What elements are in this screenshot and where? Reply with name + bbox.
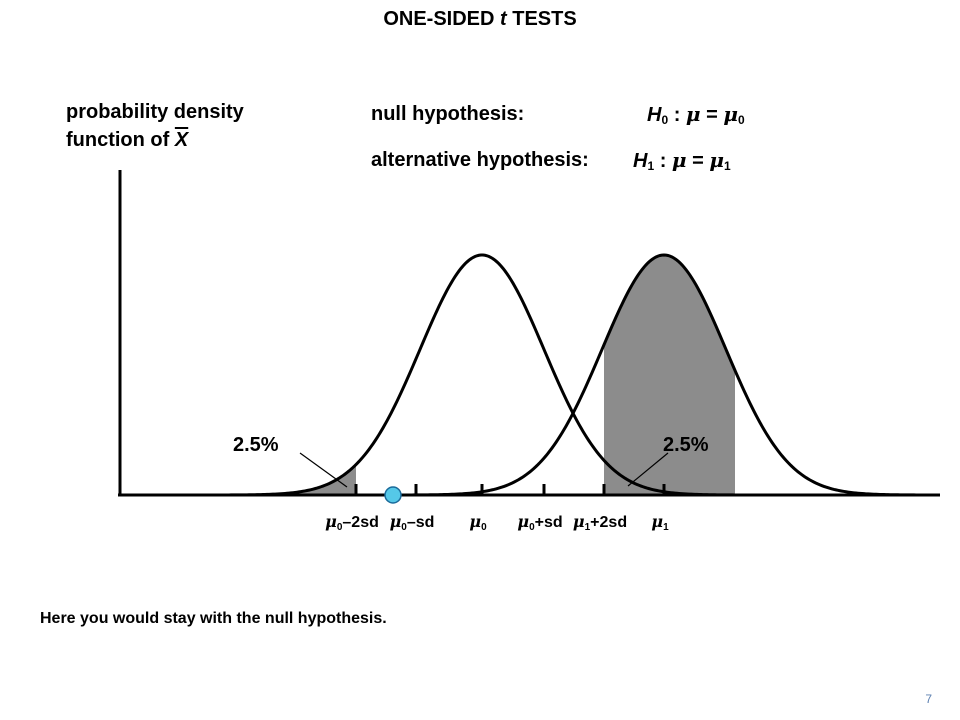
tick-mu-subscript: 1 [663,522,669,533]
slide-title: ONE-SIDED t TESTS [0,8,960,31]
h1-mu: μ [671,148,687,172]
y-axis-label: probability density function of X [66,98,244,154]
x-axis-ticks [354,484,666,496]
tick-offset: –2sd [342,514,379,531]
h1-colon: : [654,150,672,172]
alt-hypothesis-label: alternative hypothesis: [371,149,589,171]
footer-note: Here you would stay with the null hypoth… [40,610,387,627]
tick-label: μ0+sd [517,512,563,533]
title-prefix: ONE-SIDED [383,8,500,30]
tick-mu-subscript: 1 [584,522,591,533]
title-italic-t: t [500,8,507,30]
h1-mu-subscript: 1 [724,159,731,173]
h1-equals: = [686,150,710,172]
tick-mu-symbol: μ [389,512,402,531]
y-axis-label-line2: function of X [66,126,244,154]
h1-symbol: H [633,150,648,172]
h0-mu-value: μ [723,102,738,126]
tick-mu-subscript: 0 [529,522,535,533]
left-tail-percent: 2.5% [233,434,279,456]
page-number: 7 [925,692,932,706]
tick-label: μ0 [469,512,487,533]
tick-label: μ1+2sd [572,512,628,533]
h0-mu-subscript: 0 [738,113,745,127]
tick-label: μ0–sd [389,512,435,533]
x-bar-symbol: X [174,129,189,151]
h0-colon: : [668,104,686,126]
null-distribution-curve [224,253,736,497]
h1-mu-value: μ [709,148,724,172]
tick-mu-symbol: μ [572,512,585,531]
tick-label: μ1 [651,512,669,533]
null-hypothesis-formula: H0 : μ = μ0 [647,100,745,129]
tick-offset: +2sd [590,514,628,531]
y-axis-label-line1: probability density [66,101,244,123]
tick-mu-subscript: 0 [481,522,487,533]
null-hypothesis-label: null hypothesis: [371,103,525,125]
right-tail-shading [604,255,735,495]
tick-offset: +sd [534,514,563,531]
tick-mu-symbol: μ [517,512,530,531]
y-axis-label-prefix: function of [66,129,175,151]
tick-mu-subscript: 0 [401,522,407,533]
h0-mu: μ [685,102,701,126]
alternative-distribution-curve [409,253,920,497]
tick-label: μ0–2sd [325,512,379,533]
right-tail-percent: 2.5% [663,434,709,456]
tick-mu-subscript: 0 [336,522,343,533]
title-suffix: TESTS [506,8,577,30]
alt-hypothesis-formula: H1 : μ = μ1 [633,146,731,175]
tick-mu-symbol: μ [325,512,337,531]
h1-subscript: 1 [647,159,655,173]
tick-mu-symbol: μ [651,512,664,531]
sample-mean-marker [384,486,402,504]
tick-mu-symbol: μ [469,512,482,531]
tick-offset: –sd [406,514,435,531]
h0-symbol: H [647,104,662,126]
left-tail-pointer [299,452,348,488]
right-tail-pointer [627,452,669,487]
h0-equals: = [700,104,724,126]
h0-subscript: 0 [661,113,669,127]
